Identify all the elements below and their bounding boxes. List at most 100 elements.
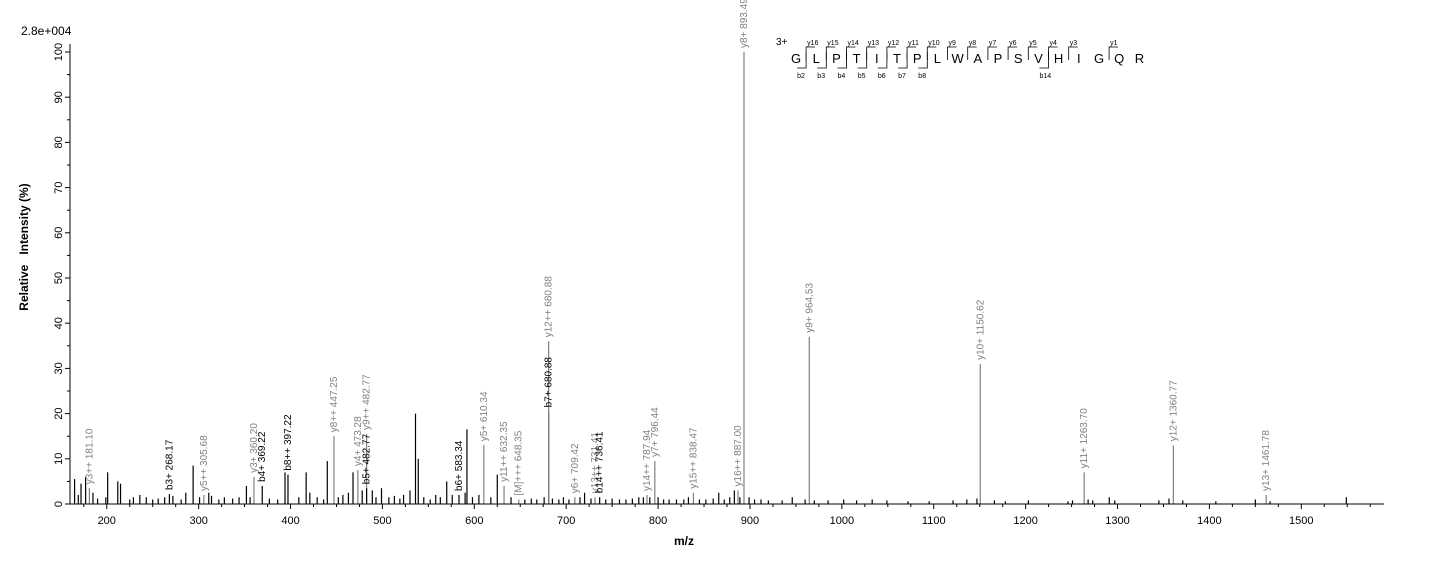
y-ion-label: y7 <box>989 40 997 47</box>
b-ion-bracket <box>918 52 928 69</box>
x-tick-label: 400 <box>281 515 299 527</box>
y-tick-label: 60 <box>53 227 65 239</box>
x-tick-label: 200 <box>98 515 116 527</box>
x-tick-label: 1300 <box>1105 515 1129 527</box>
sequence-residue: T <box>853 51 861 66</box>
b-ion-label: b4 <box>838 73 846 80</box>
x-tick-label: 1200 <box>1013 515 1037 527</box>
peak-label: y9+ 964.53 <box>804 283 815 333</box>
peak-labels-layer: y3++ 181.10 b3+ 268.17 y5++ 305.68 y3+ 360.… <box>84 0 1272 495</box>
y-ion-label: y11 <box>908 40 919 47</box>
y-ion-label: y4 <box>1050 40 1058 47</box>
peak-label: b7+ 680.88 <box>544 357 555 408</box>
y-tick-label: 0 <box>53 501 65 507</box>
y-ion-label: y1 <box>1110 40 1118 47</box>
y-ion-label: y8 <box>969 40 977 47</box>
x-tick-label: 1500 <box>1289 515 1313 527</box>
sequence-residue: V <box>1034 51 1043 66</box>
sequence-residue: A <box>973 51 982 66</box>
peak-label: y11++ 632.35 <box>499 421 510 482</box>
peak-label: y3+ 360.20 <box>249 423 260 473</box>
x-ticks: 200 300 400 500 600 700 800 900 1000 1100 1200 1300… <box>83 504 1371 527</box>
peak-label: b8++ 397.22 <box>283 414 294 471</box>
sequence-residue: R <box>1135 51 1144 66</box>
y-ion-bracket <box>1007 46 1018 60</box>
y-tick-label: 70 <box>53 181 65 193</box>
y-ion-label: y16 <box>807 40 818 47</box>
y-ion-label: y14 <box>848 40 859 47</box>
sequence-residue: P <box>832 51 841 66</box>
x-tick-label: 700 <box>557 515 575 527</box>
x-tick-label: 600 <box>465 515 483 527</box>
sequence-residue: G <box>791 51 801 66</box>
b-ion-bracket <box>817 52 827 69</box>
y-ion-label: y9 <box>949 40 957 47</box>
peak-label: y16++ 887.00 <box>733 425 744 487</box>
b-ion-label: b14 <box>1040 73 1052 80</box>
peak-label: y13++ 731.41 <box>590 432 601 494</box>
y-ion-bracket <box>1068 46 1078 60</box>
sequence-residue: Q <box>1114 51 1124 66</box>
peak-label: y10+ 1150.62 <box>975 299 986 360</box>
y-ion-bracket <box>967 46 977 60</box>
y-ion-bracket <box>1108 46 1119 60</box>
y-ion-bracket <box>1027 46 1038 60</box>
sequence-residue: L <box>934 51 941 66</box>
peak-label: [M]+++ 648.35 <box>514 430 525 495</box>
y-tick-label: 90 <box>53 91 65 103</box>
peak-label: y5+ 610.34 <box>479 391 490 441</box>
peak-label: y3++ 181.10 <box>84 428 95 484</box>
y-ion-label: y3 <box>1070 40 1078 47</box>
y-ion-label: y6 <box>1009 40 1017 47</box>
y-ticks: 0 10 20 30 40 50 60 70 80 90 100 <box>53 43 70 507</box>
y-tick-label: 100 <box>53 43 65 61</box>
y-ion-label: y12 <box>888 40 899 47</box>
peak-label: y11+ 1263.70 <box>1079 408 1090 469</box>
b-ion-bracket <box>898 52 908 69</box>
sequence-residue: T <box>893 51 901 66</box>
y-axis-title: Relative Intensity (%) <box>17 183 31 310</box>
peak-label: y7+ 796.44 <box>650 407 661 457</box>
peak-label: b4+ 369.22 <box>257 431 268 482</box>
y-ion-bracket <box>947 46 957 60</box>
y-tick-label: 80 <box>53 136 65 148</box>
sequence-residue: W <box>951 51 964 66</box>
sequence-residue: P <box>913 51 922 66</box>
peak-label: b3+ 268.17 <box>164 439 175 490</box>
precursor-charge: 3+ <box>776 37 788 48</box>
y-tick-label: 20 <box>53 407 65 419</box>
b-ion-bracket <box>797 52 807 69</box>
x-tick-label: 300 <box>189 515 207 527</box>
peak-label: b5+ 482.77 <box>362 433 373 484</box>
sequence-residue: H <box>1054 51 1063 66</box>
y-tick-label: 10 <box>53 453 65 465</box>
sequence-residue: P <box>994 51 1003 66</box>
b-ion-label: b8 <box>918 73 926 80</box>
peak-label: y13+ 1461.78 <box>1261 430 1272 491</box>
y-ion-label: y10 <box>928 40 939 47</box>
x-tick-label: 1400 <box>1197 515 1221 527</box>
sequence-residue: S <box>1014 51 1023 66</box>
y-ion-bracket <box>987 46 997 60</box>
scale-label: 2.8e+004 <box>21 24 72 38</box>
b-ion-label: b2 <box>797 73 805 80</box>
x-tick-label: 900 <box>741 515 759 527</box>
b-ion-bracket <box>837 52 847 69</box>
peak-label: y12++ 680.88 <box>544 276 555 338</box>
b-ion-label: b6 <box>878 73 886 80</box>
sequence-residue: L <box>813 51 820 66</box>
peak-label: y6+ 709.42 <box>570 443 581 493</box>
b-ion-bracket <box>857 52 868 69</box>
y-tick-label: 50 <box>53 272 65 284</box>
x-axis-title: m/z <box>674 534 694 548</box>
b-ion-label: b5 <box>858 73 866 80</box>
x-tick-label: 500 <box>373 515 391 527</box>
x-tick-label: 1000 <box>830 515 854 527</box>
sequence-residue: I <box>875 51 879 66</box>
peak-label: y8++ 447.25 <box>329 376 340 432</box>
peaks-layer <box>73 52 1347 504</box>
b-ion-label: b3 <box>817 73 825 80</box>
y-ion-label: y5 <box>1029 40 1037 47</box>
